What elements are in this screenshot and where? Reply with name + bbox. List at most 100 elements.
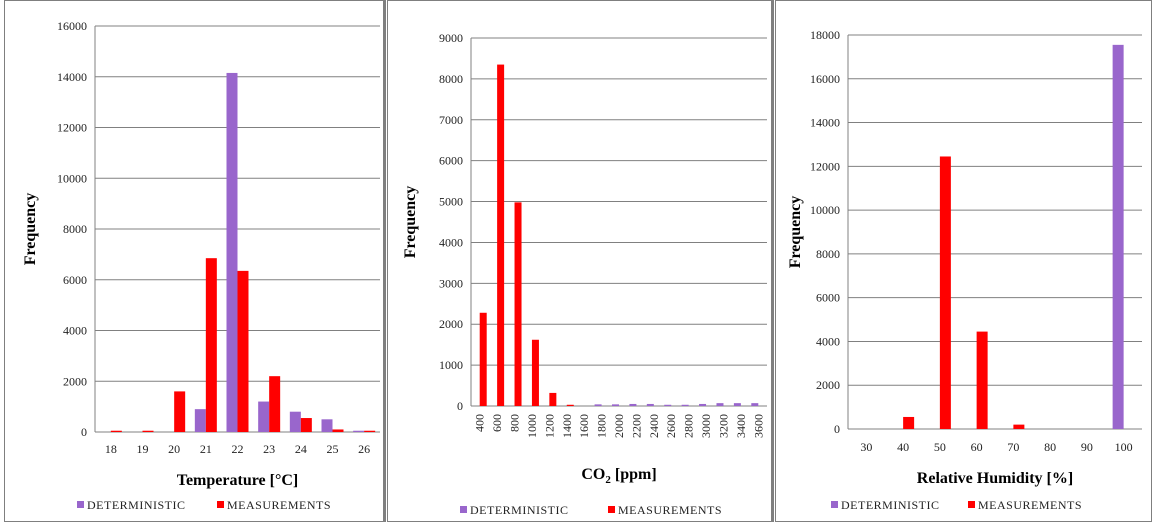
legend-label-deterministic: DETERMINISTIC bbox=[87, 498, 186, 512]
legend-swatch-deterministic bbox=[831, 501, 838, 508]
y-axis-title: Frequency bbox=[787, 196, 804, 269]
measurements-bar bbox=[269, 376, 281, 432]
deterministic-bar bbox=[353, 430, 365, 432]
y-tick-label: 12000 bbox=[810, 159, 840, 173]
x-tick-label: 19 bbox=[137, 442, 149, 456]
measurements-bar bbox=[300, 418, 312, 432]
deterministic-bar bbox=[646, 403, 654, 406]
y-tick-label: 10000 bbox=[57, 171, 87, 185]
x-tick-label: 800 bbox=[508, 414, 522, 432]
x-tick-label: 1800 bbox=[595, 414, 609, 438]
legend-swatch-deterministic bbox=[460, 506, 467, 513]
legend-label-deterministic: DETERMINISTIC bbox=[841, 498, 940, 512]
x-tick-label: 25 bbox=[327, 442, 339, 456]
y-tick-label: 16000 bbox=[57, 19, 87, 33]
x-tick-label: 18 bbox=[105, 442, 117, 456]
measurements-bar bbox=[514, 202, 522, 406]
humidity-chart: 0 2000 4000 6000 8000 10000 12000 14000 16000 180… bbox=[787, 28, 1142, 512]
measurements-bar bbox=[903, 416, 915, 429]
y-tick-label: 1000 bbox=[439, 358, 463, 372]
legend-label-deterministic: DETERMINISTIC bbox=[470, 503, 569, 517]
measurements-bar bbox=[566, 404, 574, 406]
y-tick-label: 6000 bbox=[816, 291, 840, 305]
measurements-bar bbox=[110, 430, 122, 432]
x-tick-label: 3200 bbox=[716, 414, 730, 438]
y-tick-label: 8000 bbox=[816, 247, 840, 261]
x-tick-label: 3400 bbox=[734, 414, 748, 438]
deterministic-bar bbox=[699, 403, 707, 406]
measurements-bar bbox=[142, 430, 154, 432]
y-tick-label: 4000 bbox=[439, 235, 463, 249]
measurements-bar bbox=[479, 312, 487, 406]
y-axis-title: Frequency bbox=[402, 186, 419, 259]
y-tick-label: 14000 bbox=[57, 70, 87, 84]
x-tick-label: 40 bbox=[897, 440, 909, 454]
deterministic-bar bbox=[681, 404, 689, 406]
measurements-bar bbox=[976, 331, 988, 429]
y-tick-label: 10000 bbox=[810, 203, 840, 217]
y-axis-title: Frequency bbox=[22, 193, 39, 266]
legend-swatch-measurements bbox=[217, 501, 224, 508]
measurements-bar bbox=[205, 258, 217, 432]
y-tick-label: 0 bbox=[457, 399, 463, 413]
y-tick-label: 6000 bbox=[439, 154, 463, 168]
x-axis-title: Relative Humidity [%] bbox=[917, 470, 1073, 487]
deterministic-bar bbox=[716, 403, 724, 406]
x-tick-label: 90 bbox=[1081, 440, 1093, 454]
panel-divider bbox=[383, 0, 386, 522]
deterministic-bar bbox=[289, 411, 301, 432]
legend-label-measurements: MEASUREMENTS bbox=[618, 503, 722, 517]
y-tick-label: 12000 bbox=[57, 121, 87, 135]
y-tick-label: 4000 bbox=[816, 334, 840, 348]
x-tick-label: 600 bbox=[490, 414, 504, 432]
y-tick-label: 2000 bbox=[63, 374, 87, 388]
co2-chart-panel: 0 1000 2000 3000 4000 5000 6000 7000 8000 9000 400… bbox=[387, 0, 772, 522]
x-tick-label: 2800 bbox=[682, 414, 696, 438]
deterministic-bar bbox=[733, 403, 741, 406]
y-tick-label: 2000 bbox=[816, 378, 840, 392]
legend-swatch-measurements bbox=[968, 501, 975, 508]
deterministic-bar bbox=[194, 409, 206, 432]
x-axis-title: Temperature [°C] bbox=[177, 472, 298, 489]
legend-swatch-measurements bbox=[608, 506, 615, 513]
y-tick-label: 6000 bbox=[63, 273, 87, 287]
humidity-chart-panel: 0 2000 4000 6000 8000 10000 12000 14000 16000 180… bbox=[775, 0, 1152, 522]
x-tick-label: 1000 bbox=[525, 414, 539, 438]
legend-label-measurements: MEASUREMENTS bbox=[227, 498, 331, 512]
deterministic-bar bbox=[594, 404, 602, 406]
deterministic-bar bbox=[664, 404, 672, 406]
deterministic-bar bbox=[226, 72, 238, 432]
x-tick-label: 50 bbox=[934, 440, 946, 454]
y-tick-label: 18000 bbox=[810, 28, 840, 42]
temperature-chart-panel: 0 2000 4000 6000 8000 10000 12000 14000 16000 18 1… bbox=[4, 0, 385, 522]
deterministic-bar bbox=[612, 404, 619, 406]
x-tick-label: 80 bbox=[1044, 440, 1056, 454]
panel-divider bbox=[771, 0, 774, 522]
measurements-bar bbox=[497, 64, 505, 407]
deterministic-bar bbox=[258, 401, 270, 432]
x-tick-label: 1200 bbox=[542, 414, 556, 438]
y-tick-label: 14000 bbox=[810, 116, 840, 130]
measurements-bar bbox=[939, 156, 951, 429]
measurements-bar bbox=[549, 392, 557, 406]
deterministic-bar bbox=[321, 419, 333, 432]
x-tick-label: 400 bbox=[473, 414, 487, 432]
x-tick-label: 30 bbox=[860, 440, 872, 454]
x-tick-label: 3000 bbox=[699, 414, 713, 438]
y-tick-label: 2000 bbox=[439, 317, 463, 331]
x-tick-label: 2200 bbox=[629, 414, 643, 438]
legend-label-measurements: MEASUREMENTS bbox=[978, 498, 1082, 512]
x-axis-title: CO2 [ppm] bbox=[581, 466, 656, 486]
x-tick-label: 2000 bbox=[612, 414, 626, 438]
y-tick-label: 7000 bbox=[439, 113, 463, 127]
deterministic-bar bbox=[629, 403, 637, 406]
measurements-bar bbox=[1013, 424, 1025, 429]
y-tick-label: 8000 bbox=[63, 222, 87, 236]
x-tick-label: 2600 bbox=[664, 414, 678, 438]
x-tick-label: 20 bbox=[168, 442, 180, 456]
deterministic-bar bbox=[1112, 44, 1124, 429]
measurements-bar bbox=[364, 430, 376, 432]
measurements-bar bbox=[237, 270, 249, 432]
y-tick-label: 16000 bbox=[810, 72, 840, 86]
y-tick-label: 4000 bbox=[63, 324, 87, 338]
